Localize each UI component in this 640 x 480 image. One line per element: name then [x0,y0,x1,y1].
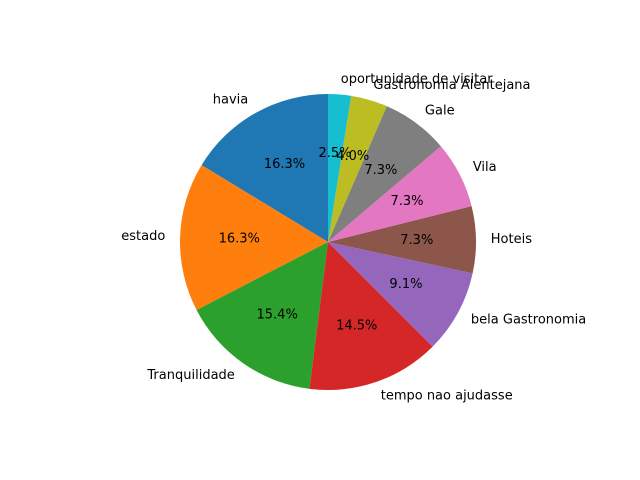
pie-slice-hoteis [328,206,477,274]
slice-percent-vila: 7.3% [390,194,423,209]
slice-label-estado: estado [121,229,165,244]
slice-label-gastronomia-alentejana: Gastronomia Alentejana [373,78,530,93]
slice-percent-hoteis: 7.3% [400,233,433,248]
slice-label-tranquilidade: Tranquilidade [146,368,234,383]
slice-label-havia: havia [213,93,248,108]
pie-slice-bela-gastronomia [328,242,473,347]
pie-slice-havia [201,94,328,242]
slice-percent-gale: 7.3% [364,163,397,178]
pie-slice-tempo-nao-ajudasse [309,242,433,390]
slice-percent-tempo-nao-ajudasse: 14.5% [336,319,377,334]
pie-slice-vila [328,146,472,242]
slice-percent-havia: 16.3% [264,157,305,172]
pie-slice-oportunidade-de-visitar [328,94,352,242]
slice-percent-bela-gastronomia: 9.1% [389,277,422,292]
pie-labels: havia 16.3% estado 16.3% Tranquilidade 15.4% t… [121,72,586,403]
pie-slice-estado [180,165,328,311]
pie-slice-tranquilidade [196,242,328,389]
slice-label-gale: Gale [425,104,455,119]
slice-percent-estado: 16.3% [219,231,260,246]
slice-label-vila: Vila [473,160,497,175]
pie-slice-gastronomia-alentejana [328,95,387,242]
slice-percent-oportunidade-de-visitar: 2.5% [318,146,351,161]
slice-label-oportunidade-de-visitar: oportunidade de visitar [341,72,493,87]
pie-slices [180,94,477,390]
slice-percent-tranquilidade: 15.4% [257,307,298,322]
slice-percent-gastronomia-alentejana: 4.0% [336,149,369,164]
slice-label-tempo-nao-ajudasse: tempo nao ajudasse [381,389,513,404]
slice-label-bela-gastronomia: bela Gastronomia [471,312,586,327]
slice-label-hoteis: Hoteis [491,232,532,247]
pie-slice-gale [328,106,441,242]
